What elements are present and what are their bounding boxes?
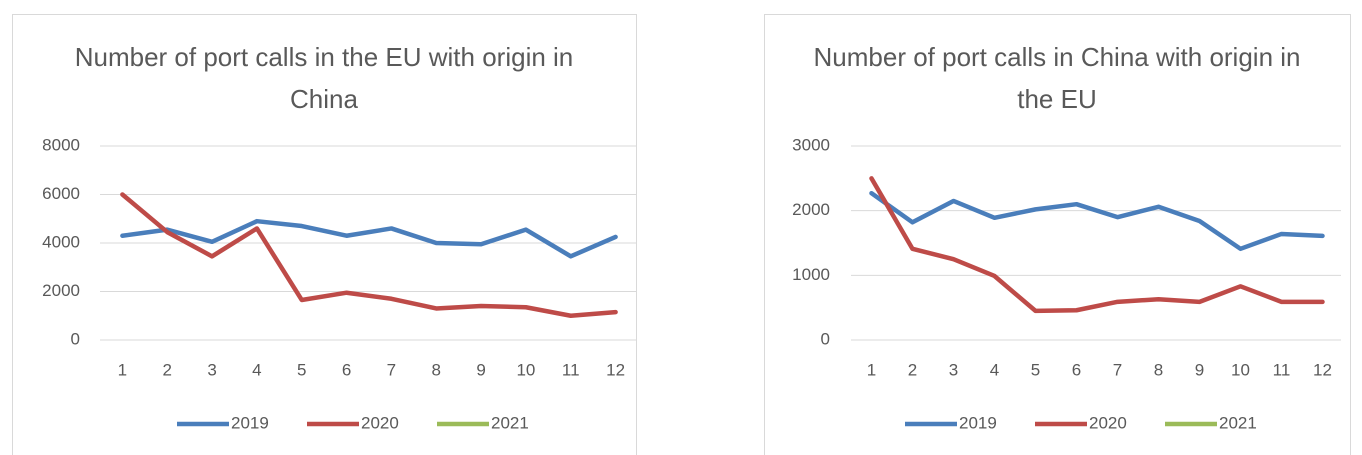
x-tick-label: 10 bbox=[516, 360, 535, 379]
x-tick-label: 10 bbox=[1231, 360, 1250, 379]
chart-title: Number of port calls in the EU with orig… bbox=[74, 42, 574, 114]
series-line bbox=[869, 190, 1325, 252]
x-tick-label: 2 bbox=[908, 360, 917, 379]
y-tick-label: 2000 bbox=[792, 200, 830, 219]
x-tick-label: 1 bbox=[118, 360, 127, 379]
series-line bbox=[869, 176, 1325, 314]
series-line bbox=[120, 218, 618, 259]
x-tick-label: 5 bbox=[297, 360, 306, 379]
chart-title: Number of port calls in China with origi… bbox=[813, 42, 1301, 114]
x-tick-label: 4 bbox=[252, 360, 261, 379]
y-tick-label: 0 bbox=[821, 329, 830, 348]
x-tick-label: 12 bbox=[606, 360, 625, 379]
legend-label: 2019 bbox=[231, 413, 269, 432]
x-tick-label: 8 bbox=[1154, 360, 1163, 379]
y-tick-label: 0 bbox=[71, 329, 80, 348]
x-tick-label: 9 bbox=[476, 360, 485, 379]
x-tick-label: 11 bbox=[562, 360, 580, 379]
x-tick-label: 3 bbox=[207, 360, 216, 379]
title-box: Number of port calls in the EU with orig… bbox=[74, 42, 574, 114]
x-tick-label: 1 bbox=[867, 360, 876, 379]
x-tick-label: 7 bbox=[387, 360, 396, 379]
x-tick-label: 6 bbox=[1072, 360, 1081, 379]
legend-label: 2020 bbox=[1089, 413, 1127, 432]
x-tick-label: 11 bbox=[1273, 360, 1291, 379]
series-line bbox=[120, 192, 618, 318]
y-tick-label: 8000 bbox=[42, 135, 80, 154]
x-tick-label: 8 bbox=[432, 360, 441, 379]
x-tick-label: 12 bbox=[1313, 360, 1332, 379]
legend-label: 2021 bbox=[1219, 413, 1257, 432]
y-tick-label: 2000 bbox=[42, 281, 80, 300]
chart-border bbox=[12, 14, 637, 455]
y-tick-label: 4000 bbox=[42, 232, 80, 251]
legend-label: 2019 bbox=[959, 413, 997, 432]
legend-label: 2020 bbox=[361, 413, 399, 432]
y-tick-label: 3000 bbox=[792, 135, 830, 154]
x-tick-label: 5 bbox=[1031, 360, 1040, 379]
chart-border bbox=[764, 14, 1351, 455]
legend-label: 2021 bbox=[491, 413, 529, 432]
x-tick-label: 7 bbox=[1113, 360, 1122, 379]
x-tick-label: 9 bbox=[1195, 360, 1204, 379]
x-tick-label: 4 bbox=[990, 360, 999, 379]
x-tick-label: 3 bbox=[949, 360, 958, 379]
x-tick-label: 6 bbox=[342, 360, 351, 379]
title-box: Number of port calls in China with origi… bbox=[813, 42, 1301, 114]
y-tick-label: 6000 bbox=[42, 184, 80, 203]
x-tick-label: 2 bbox=[163, 360, 172, 379]
y-tick-label: 1000 bbox=[792, 265, 830, 284]
